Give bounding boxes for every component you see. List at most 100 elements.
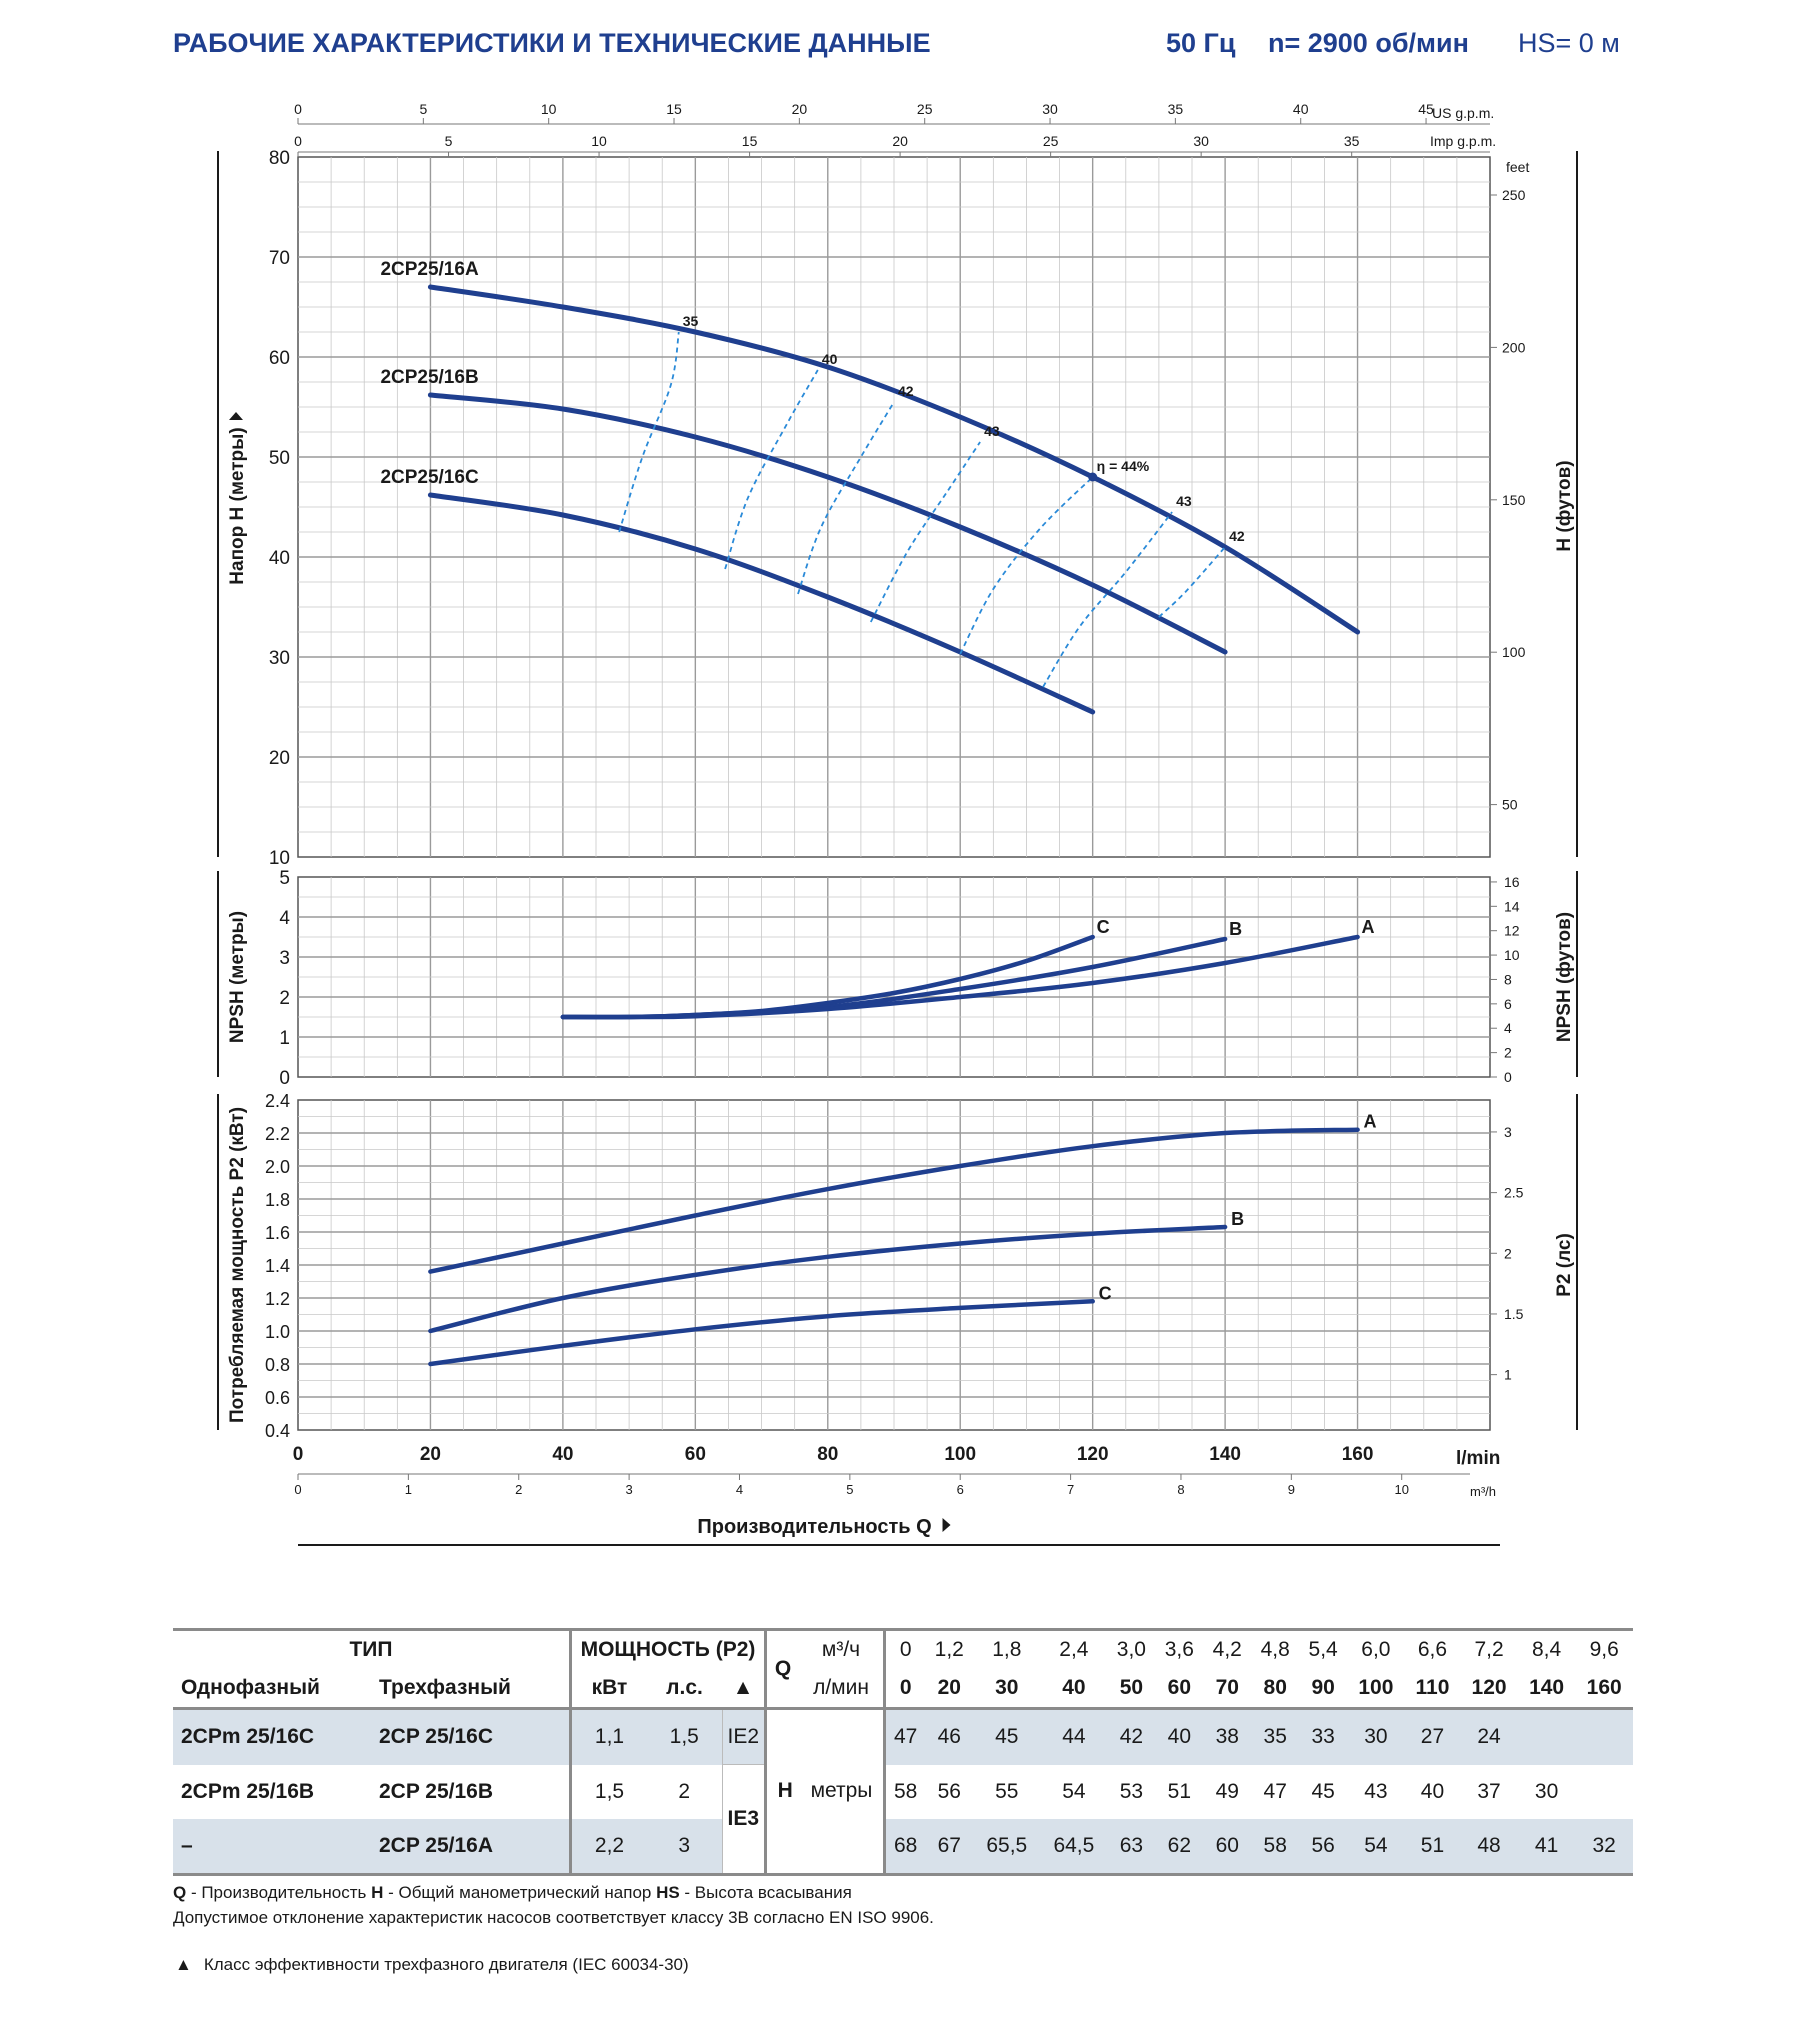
h-key: H — [371, 1883, 384, 1902]
npsh-ft-tick-label: 2 — [1504, 1045, 1512, 1061]
power-tick-label: 1.0 — [265, 1322, 290, 1342]
q-lmin-cell: 60 — [1167, 1676, 1192, 1699]
head-tick-label: 10 — [269, 848, 290, 869]
head-value: 51 — [1404, 1818, 1461, 1876]
q-m3h-cell: 1,8 — [973, 1628, 1041, 1669]
head-value: 68 — [884, 1818, 926, 1876]
q-m3h-cell: 4,8 — [1251, 1628, 1300, 1669]
power-hp: 3 — [647, 1818, 722, 1876]
head-value: 47 — [1263, 1779, 1287, 1803]
head-value: 54 — [1062, 1779, 1086, 1803]
head-value: 33 — [1299, 1707, 1348, 1765]
head-value: 43 — [1364, 1779, 1388, 1803]
lmin-tick-label: 100 — [944, 1444, 976, 1465]
frequency-label: 50 Гц — [1166, 28, 1236, 58]
head-value: 63 — [1107, 1818, 1156, 1876]
imp-gpm-label: Imp g.p.m. — [1430, 133, 1496, 149]
head-value — [1575, 1765, 1633, 1819]
npsh-ft-tick-label: 0 — [1504, 1069, 1512, 1085]
head-tick-label: 50 — [269, 448, 290, 469]
head-feet-axis-title: H (футов) — [1554, 460, 1575, 551]
q-lmin-cell: 0 — [899, 1676, 912, 1699]
head-value: 53 — [1119, 1779, 1144, 1803]
head-value: 47 — [884, 1707, 926, 1765]
q-m3h-cell: 1,2 — [925, 1628, 974, 1669]
npsh-tick-label: 5 — [279, 868, 290, 889]
npsh-curve-label: B — [1229, 919, 1242, 939]
npsh-curve-a — [560, 934, 1360, 1020]
q-lmin-cell: 30 — [995, 1676, 1019, 1699]
q-lmin-cell: 20 — [937, 1676, 961, 1699]
head-value: 45 — [973, 1707, 1041, 1765]
us-gpm-tick-label: 25 — [917, 101, 933, 117]
head-curve-label: 2CP25/16A — [380, 259, 479, 280]
lmin-tick-label: 80 — [817, 1444, 838, 1465]
lmin-tick-label: 40 — [552, 1444, 573, 1465]
feet-tick-label: 100 — [1502, 644, 1526, 660]
head-value: 40 — [1420, 1779, 1445, 1803]
imp-gpm-tick-label: 30 — [1193, 133, 1209, 149]
us-gpm-tick-label: 5 — [419, 101, 427, 117]
m3h-tick-label: 4 — [736, 1482, 743, 1497]
head-value: 32 — [1575, 1818, 1633, 1876]
head-tick-label: 20 — [269, 748, 290, 769]
head-axis-title: Напор H (метры) — [227, 427, 248, 584]
head-value: 60 — [1203, 1818, 1252, 1876]
efficiency-line — [797, 401, 895, 595]
m3h-tick-label: 7 — [1067, 1482, 1074, 1497]
kw-header: кВт — [569, 1669, 647, 1709]
q-lmin-cell: 110 — [1415, 1676, 1450, 1699]
tolerance-note: Допустимое отклонение характеристик насо… — [173, 1908, 934, 1927]
hs-key: HS — [656, 1883, 680, 1902]
npsh-ft-tick-label: 8 — [1504, 971, 1512, 987]
head-tick-label: 40 — [269, 548, 290, 569]
m3h-tick-label: 6 — [957, 1482, 964, 1497]
power-curve-b — [428, 1224, 1228, 1334]
npsh-tick-label: 0 — [279, 1068, 290, 1089]
us-gpm-label: US g.p.m. — [1432, 105, 1494, 121]
m3h-tick-label: 9 — [1288, 1482, 1295, 1497]
npsh-ft-tick-label: 14 — [1504, 898, 1520, 914]
head-value: 58 — [1251, 1818, 1300, 1876]
head-value: 35 — [1251, 1707, 1300, 1765]
q-lmin-cell: 160 — [1586, 1676, 1622, 1699]
h-text: - Общий манометрический напор — [383, 1883, 657, 1902]
efficiency-class: IE3 — [721, 1764, 766, 1874]
hp-tick-label: 2.5 — [1504, 1185, 1524, 1201]
single-phase-model: 2CPm 25/16B — [181, 1779, 315, 1803]
head-value: 67 — [925, 1818, 974, 1876]
power-tick-label: 1.8 — [265, 1190, 290, 1210]
suction-height-label: HS= 0 м — [1518, 28, 1620, 58]
head-value: 64,5 — [1040, 1818, 1108, 1876]
m3h-label: m³/h — [1470, 1484, 1496, 1499]
flow-axis-title: Производительность Q — [697, 1516, 931, 1538]
q-m3h-cell: 4,2 — [1203, 1628, 1252, 1669]
efficiency-line — [1042, 511, 1173, 688]
head-value: 24 — [1460, 1707, 1518, 1765]
npsh-curve-label: C — [1097, 917, 1110, 937]
lmin-label: l/min — [1456, 1448, 1500, 1469]
power-hp: 2 — [678, 1779, 691, 1803]
head-value: 56 — [1299, 1818, 1348, 1876]
imp-gpm-tick-label: 0 — [294, 133, 302, 149]
page-title: РАБОЧИЕ ХАРАКТЕРИСТИКИ И ТЕХНИЧЕСКИЕ ДАН… — [173, 28, 931, 58]
head-value: 45 — [1311, 1779, 1335, 1803]
head-curve-label: 2CP25/16C — [380, 467, 479, 488]
head-value: 62 — [1155, 1818, 1204, 1876]
q-m3h-cell: 8,4 — [1517, 1628, 1576, 1669]
npsh-ft-tick-label: 4 — [1504, 1020, 1512, 1036]
type-header: ТИП — [173, 1628, 571, 1669]
three-phase-model: 2CP 25/16C — [371, 1707, 571, 1765]
efficiency-line — [1158, 546, 1226, 618]
power-tick-label: 0.8 — [265, 1355, 290, 1375]
chevron-up-icon — [229, 412, 243, 420]
q-m3h-cell: 7,2 — [1460, 1628, 1518, 1669]
imp-gpm-tick-label: 25 — [1043, 133, 1059, 149]
power-tick-label: 2.4 — [265, 1091, 290, 1111]
us-gpm-tick-label: 45 — [1418, 101, 1434, 117]
us-gpm-tick-label: 40 — [1293, 101, 1309, 117]
head-value — [1517, 1707, 1576, 1765]
m3h-unit: м³/ч — [799, 1628, 886, 1669]
imp-gpm-tick-label: 5 — [445, 133, 453, 149]
head-tick-label: 30 — [269, 648, 290, 669]
